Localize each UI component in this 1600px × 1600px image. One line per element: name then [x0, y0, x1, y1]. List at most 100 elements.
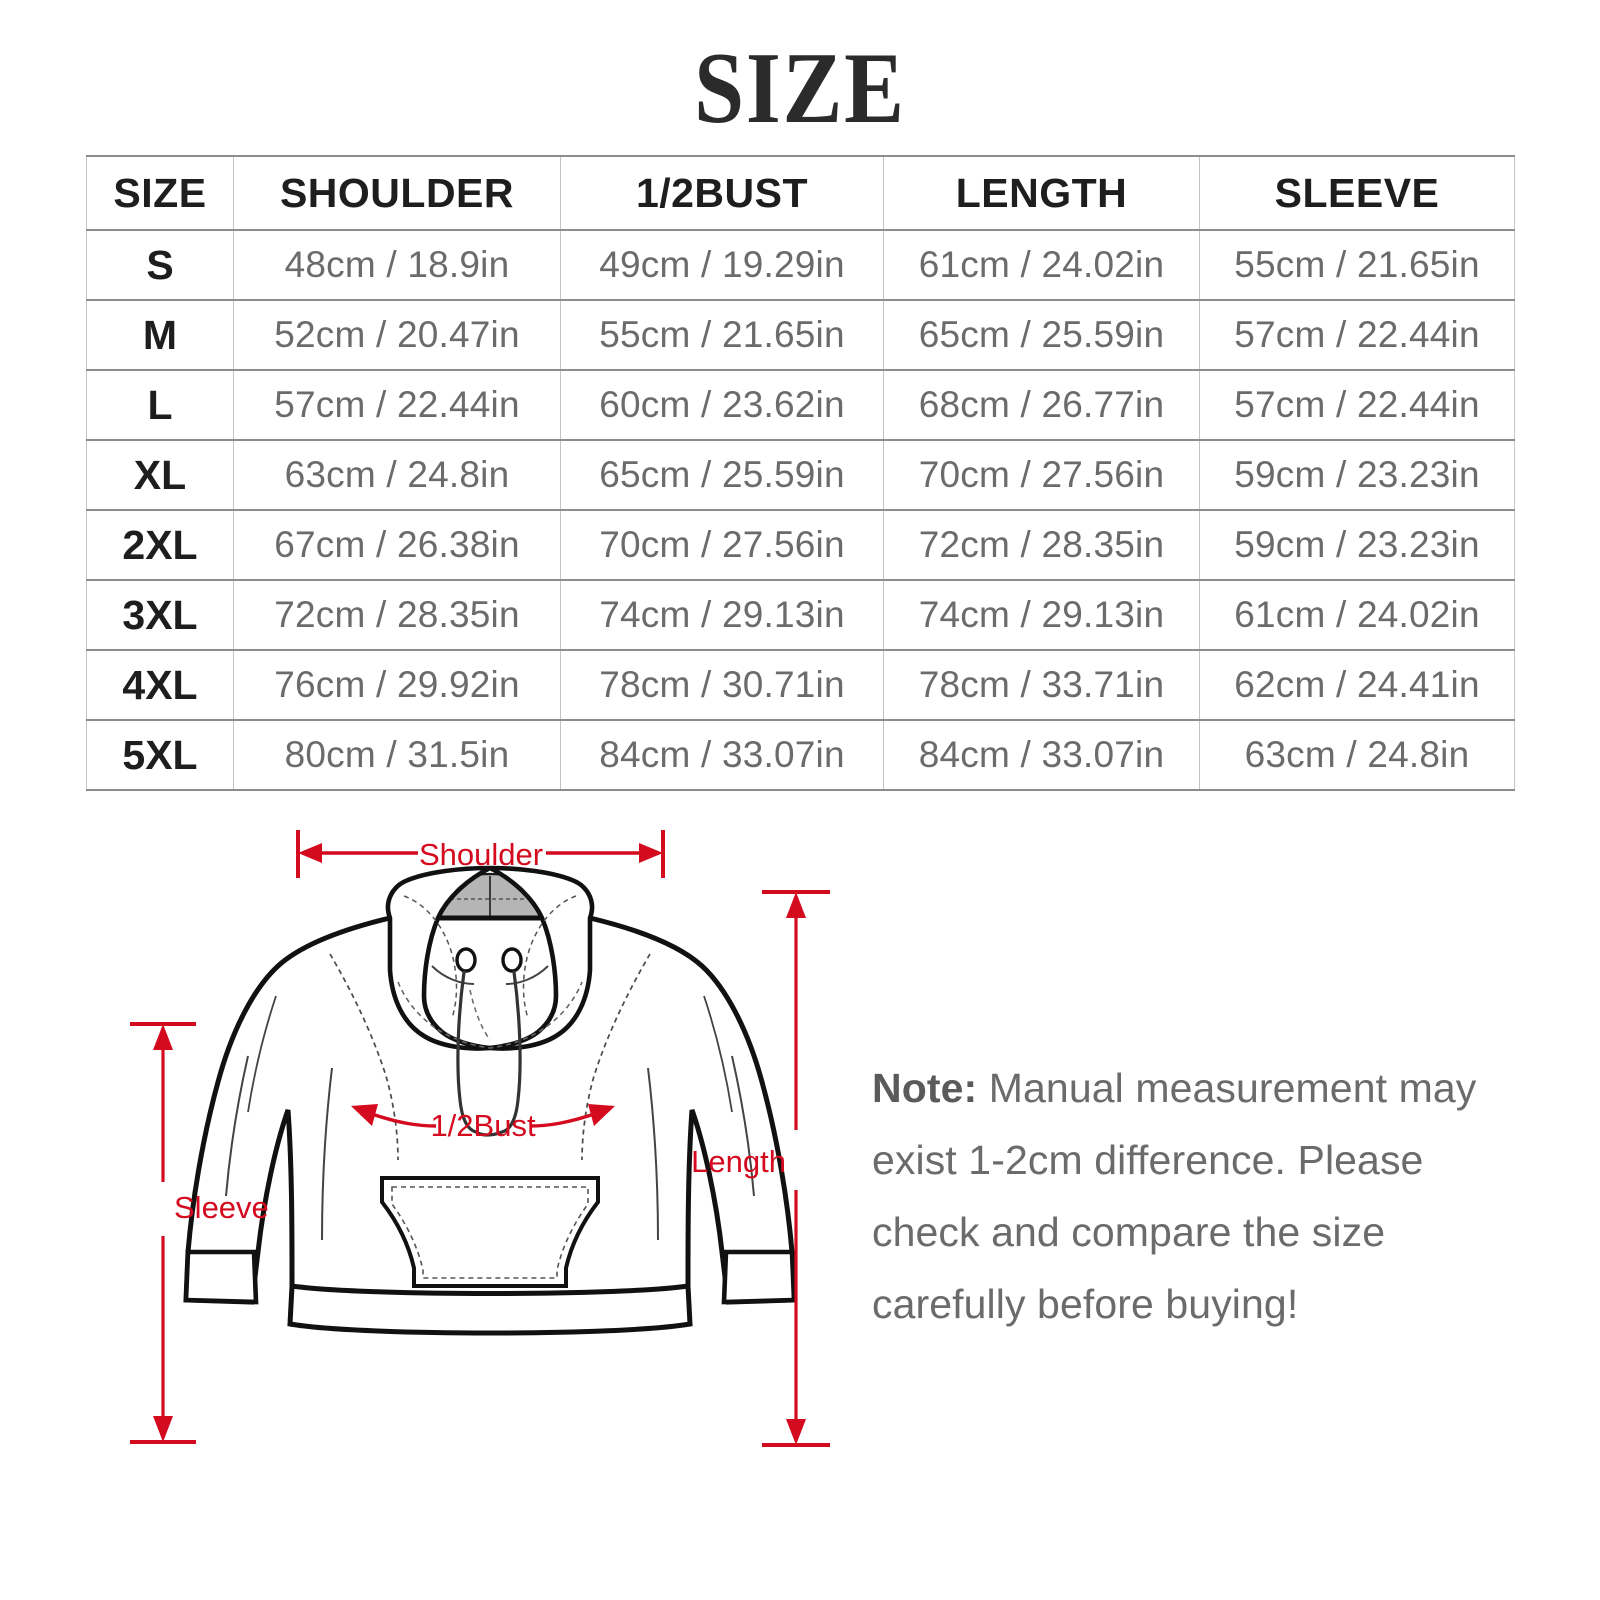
note-body-text: Manual measurement may exist 1-2cm diffe…: [872, 1065, 1477, 1327]
cell-shoulder: 57cm / 22.44in: [233, 369, 561, 441]
cell-length: 65cm / 25.59in: [883, 299, 1200, 371]
cell-shoulder: 52cm / 20.47in: [233, 299, 561, 371]
cuff-right: [721, 1249, 797, 1305]
table-row: 5XL 80cm / 31.5in 84cm / 33.07in 84cm / …: [86, 719, 1515, 791]
cell-bust: 65cm / 25.59in: [560, 439, 884, 511]
bust-label: 1/2Bust: [430, 1108, 536, 1143]
cell-size: L: [86, 369, 234, 441]
sleeve-arrowhead-bottom: [153, 1416, 173, 1442]
neckline-inner-stitch: [469, 989, 491, 1041]
sleeve-label: Sleeve: [174, 1190, 269, 1225]
table-row: XL 63cm / 24.8in 65cm / 25.59in 70cm / 2…: [86, 439, 1515, 511]
hoodie-illustration: [183, 865, 797, 1336]
hood-left-flap: [385, 865, 492, 1051]
sleeve-fold-right-2: [703, 995, 733, 1113]
hood-right-crease: [505, 965, 549, 985]
cell-length: 70cm / 27.56in: [883, 439, 1200, 511]
drawstring-eyelet-right: [501, 947, 523, 973]
column-header-size: SIZE: [86, 155, 234, 231]
sleeve-fold-left: [225, 1055, 249, 1197]
column-header-bust: 1/2BUST: [560, 155, 884, 231]
bust-arrowhead-right: [588, 1104, 615, 1126]
length-arrowhead-top: [786, 892, 806, 918]
hood-left-fold-stitch: [403, 895, 458, 1019]
table-header-row: SIZE SHOULDER 1/2BUST LENGTH SLEEVE: [86, 155, 1515, 231]
measurement-annotations: Shoulder 1/2Bust Length Sleeve: [130, 830, 830, 1447]
sleeve-fold-left-2: [247, 995, 277, 1113]
cell-sleeve: 62cm / 24.41in: [1199, 649, 1515, 721]
hood-right-flap: [488, 865, 595, 1051]
cell-bust: 49cm / 19.29in: [560, 229, 884, 301]
bust-arrowhead-left: [351, 1104, 378, 1126]
column-header-length: LENGTH: [883, 155, 1200, 231]
hood-left-crease: [431, 965, 475, 985]
size-chart-table: SIZE SHOULDER 1/2BUST LENGTH SLEEVE S 48…: [86, 155, 1515, 791]
cell-bust: 70cm / 27.56in: [560, 509, 884, 581]
cell-bust: 74cm / 29.13in: [560, 579, 884, 651]
cell-shoulder: 63cm / 24.8in: [233, 439, 561, 511]
cell-sleeve: 55cm / 21.65in: [1199, 229, 1515, 301]
cell-sleeve: 61cm / 24.02in: [1199, 579, 1515, 651]
cell-size: S: [86, 229, 234, 301]
table-row: M 52cm / 20.47in 55cm / 21.65in 65cm / 2…: [86, 299, 1515, 371]
drawstring-left: [456, 970, 478, 1134]
cell-size: 2XL: [86, 509, 234, 581]
cuff-left: [183, 1249, 259, 1305]
armhole-seam-right: [581, 953, 651, 1161]
cell-bust: 78cm / 30.71in: [560, 649, 884, 721]
shoulder-arrowhead-right: [639, 843, 663, 863]
hood-right-fold-stitch: [522, 895, 577, 1019]
side-seam-left: [321, 1067, 333, 1241]
table-row: 3XL 72cm / 28.35in 74cm / 29.13in 74cm /…: [86, 579, 1515, 651]
cell-bust: 60cm / 23.62in: [560, 369, 884, 441]
cell-sleeve: 59cm / 23.23in: [1199, 439, 1515, 511]
sleeve-fold-right: [731, 1055, 755, 1197]
cell-shoulder: 76cm / 29.92in: [233, 649, 561, 721]
cell-sleeve: 59cm / 23.23in: [1199, 509, 1515, 581]
cell-length: 61cm / 24.02in: [883, 229, 1200, 301]
length-label: Length: [691, 1144, 786, 1179]
cell-length: 72cm / 28.35in: [883, 509, 1200, 581]
bust-arrow-line-left: [365, 1110, 437, 1128]
cell-length: 84cm / 33.07in: [883, 719, 1200, 791]
drawstring-tip: [474, 1130, 504, 1137]
column-header-shoulder: SHOULDER: [233, 155, 561, 231]
cell-shoulder: 48cm / 18.9in: [233, 229, 561, 301]
side-seam-right: [647, 1067, 659, 1241]
shoulder-label: Shoulder: [419, 837, 543, 872]
cell-length: 78cm / 33.71in: [883, 649, 1200, 721]
column-header-sleeve: SLEEVE: [1199, 155, 1515, 231]
cell-sleeve: 57cm / 22.44in: [1199, 299, 1515, 371]
measurement-diagram: Shoulder 1/2Bust Length Sleeve: [0, 800, 900, 1500]
cell-size: M: [86, 299, 234, 371]
cell-length: 74cm / 29.13in: [883, 579, 1200, 651]
table-row: 4XL 76cm / 29.92in 78cm / 30.71in 78cm /…: [86, 649, 1515, 721]
table-row: 2XL 67cm / 26.38in 70cm / 27.56in 72cm /…: [86, 509, 1515, 581]
cell-shoulder: 67cm / 26.38in: [233, 509, 561, 581]
cell-sleeve: 63cm / 24.8in: [1199, 719, 1515, 791]
cell-size: 4XL: [86, 649, 234, 721]
drawstring-eyelet-left: [455, 947, 477, 973]
table-row: S 48cm / 18.9in 49cm / 19.29in 61cm / 24…: [86, 229, 1515, 301]
measurement-note: Note: Manual measurement may exist 1-2cm…: [872, 1052, 1512, 1340]
hem-band: [287, 1283, 693, 1336]
neckline-stitch: [397, 981, 583, 1049]
cell-sleeve: 57cm / 22.44in: [1199, 369, 1515, 441]
cell-shoulder: 72cm / 28.35in: [233, 579, 561, 651]
cell-shoulder: 80cm / 31.5in: [233, 719, 561, 791]
bust-arrow-line-right: [529, 1110, 601, 1128]
cell-size: XL: [86, 439, 234, 511]
cell-length: 68cm / 26.77in: [883, 369, 1200, 441]
table-row: L 57cm / 22.44in 60cm / 23.62in 68cm / 2…: [86, 369, 1515, 441]
drawstring-right: [500, 970, 522, 1134]
armhole-seam-left: [329, 953, 399, 1161]
cell-size: 5XL: [86, 719, 234, 791]
pocket-stitch: [391, 1186, 589, 1279]
page-title: SIZE: [694, 32, 906, 145]
kangaroo-pocket: [380, 1176, 600, 1288]
cell-size: 3XL: [86, 579, 234, 651]
length-arrowhead-bottom: [786, 1419, 806, 1445]
cell-bust: 55cm / 21.65in: [560, 299, 884, 371]
shoulder-arrowhead-left: [298, 843, 322, 863]
note-lead-label: Note:: [872, 1065, 978, 1111]
